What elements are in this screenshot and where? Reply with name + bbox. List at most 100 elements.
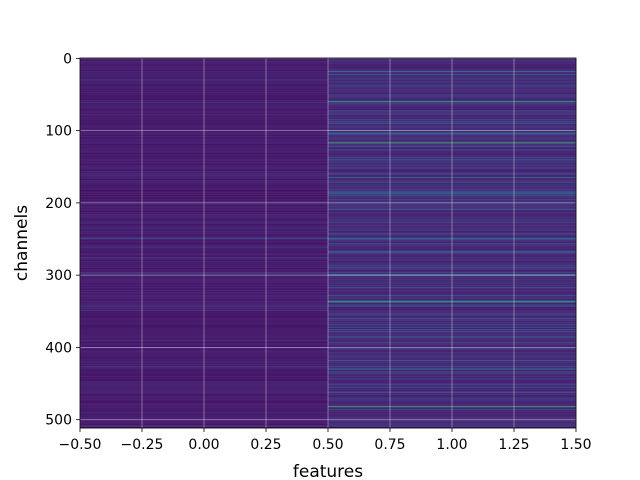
- heatmap-cell: [328, 328, 577, 331]
- heatmap-cell: [328, 198, 577, 200]
- heatmap-cell: [80, 373, 329, 375]
- heatmap-cell: [80, 261, 329, 263]
- heatmap-cell: [328, 422, 577, 424]
- heatmap-cell: [80, 296, 329, 298]
- heatmap-cell: [80, 197, 329, 199]
- heatmap-cell: [80, 245, 329, 247]
- heatmap-cell: [328, 295, 577, 297]
- heatmap-cell: [328, 112, 577, 114]
- heatmap-cell: [80, 355, 329, 357]
- heatmap-cell: [328, 234, 577, 236]
- heatmap-cell: [328, 235, 577, 237]
- heatmap-cell: [80, 360, 329, 362]
- heatmap-cell: [328, 326, 577, 328]
- heatmap-cell: [80, 157, 329, 159]
- heatmap-cell: [328, 381, 577, 383]
- heatmap-cell: [328, 394, 577, 396]
- heatmap-cell: [328, 94, 577, 96]
- heatmap-cell: [80, 338, 329, 340]
- heatmap-cell: [80, 77, 329, 79]
- heatmap-cell: [80, 386, 329, 388]
- heatmap-cell: [80, 357, 329, 359]
- heatmap-cell: [80, 422, 329, 424]
- heatmap-cell: [328, 292, 577, 294]
- heatmap-cell: [80, 303, 329, 305]
- heatmap-cell: [328, 317, 577, 319]
- heatmap-cell: [80, 203, 329, 205]
- heatmap-cell: [328, 332, 577, 334]
- heatmap-cell: [80, 280, 329, 282]
- heatmap-cell: [80, 295, 329, 297]
- heatmap-cell: [328, 115, 577, 117]
- heatmap-cell: [80, 187, 329, 189]
- heatmap-cell: [328, 353, 577, 355]
- heatmap-cell: [80, 275, 329, 277]
- heatmap-cell: [328, 145, 577, 147]
- heatmap-cell: [328, 157, 577, 159]
- heatmap-cell: [328, 110, 577, 112]
- heatmap-cell: [80, 81, 329, 83]
- heatmap-cell: [80, 232, 329, 234]
- heatmap-cell: [80, 316, 329, 318]
- heatmap-cell: [328, 194, 577, 196]
- heatmap-column-1: [328, 58, 577, 429]
- heatmap-cell: [328, 89, 577, 91]
- heatmap-cell: [328, 170, 577, 172]
- heatmap-cell: [80, 426, 329, 428]
- heatmap-cell: [328, 263, 577, 265]
- heatmap-cell: [80, 341, 329, 343]
- heatmap-cell: [80, 321, 329, 323]
- heatmap-cell: [80, 351, 329, 353]
- heatmap-cell: [328, 172, 577, 174]
- heatmap-cell: [80, 315, 329, 317]
- heatmap-cell: [328, 203, 577, 205]
- heatmap-cell: [328, 324, 577, 326]
- x-tick-label: −0.50: [59, 437, 102, 453]
- heatmap-cell: [328, 363, 577, 365]
- heatmap-cell: [80, 411, 329, 413]
- heatmap-cell: [80, 124, 329, 126]
- heatmap-cell: [80, 415, 329, 417]
- heatmap-cell: [80, 332, 329, 334]
- heatmap-cell: [80, 255, 329, 257]
- heatmap-cell: [80, 319, 329, 321]
- heatmap-cell: [80, 149, 329, 151]
- heatmap-cell: [80, 75, 329, 77]
- heatmap-cell: [80, 198, 329, 200]
- heatmap-cell: [328, 156, 577, 158]
- heatmap-cell: [328, 383, 577, 385]
- heatmap-cell: [328, 340, 577, 342]
- heatmap-cell: [80, 226, 329, 228]
- heatmap-cell: [328, 58, 577, 60]
- heatmap-cell: [328, 130, 577, 132]
- heatmap-cell: [80, 349, 329, 351]
- heatmap-cell: [328, 351, 577, 353]
- heatmap-cell: [80, 376, 329, 378]
- heatmap-cell: [80, 146, 329, 148]
- heatmap-cell: [80, 342, 329, 344]
- heatmap-cell: [80, 269, 329, 271]
- heatmap-cell: [328, 90, 577, 92]
- heatmap-cell: [80, 310, 329, 312]
- heatmap-cell: [328, 327, 577, 329]
- x-tick-label: 0.25: [250, 437, 281, 453]
- heatmap-cell: [328, 265, 577, 267]
- heatmap-cell: [80, 313, 329, 315]
- heatmap-cell: [328, 190, 577, 192]
- heatmap-cell: [328, 272, 577, 274]
- heatmap-cell: [80, 367, 329, 369]
- heatmap-cell: [80, 276, 329, 278]
- heatmap-cell: [80, 245, 329, 247]
- heatmap-cell: [328, 383, 577, 385]
- heatmap-cell: [80, 229, 329, 232]
- heatmap-cell: [80, 337, 329, 339]
- heatmap-cell: [328, 395, 577, 397]
- heatmap-cell: [80, 407, 329, 409]
- heatmap-cell: [328, 308, 577, 310]
- heatmap-cell: [80, 384, 329, 386]
- heatmap-cell: [80, 186, 329, 188]
- heatmap-cell: [328, 106, 577, 108]
- heatmap-cell: [328, 389, 577, 391]
- heatmap-cell: [328, 373, 577, 375]
- heatmap-cell: [328, 349, 577, 351]
